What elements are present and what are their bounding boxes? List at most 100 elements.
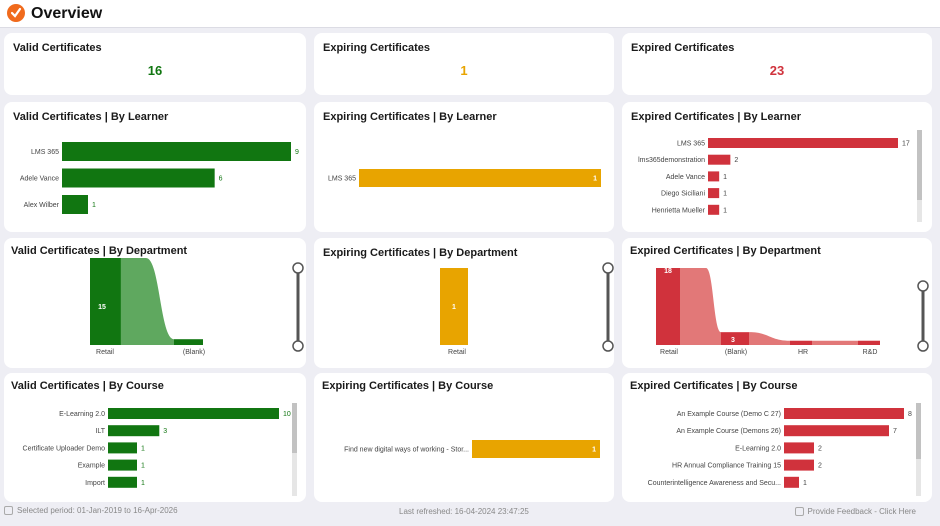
chart-title: Valid Certificates | By Department [11, 245, 188, 257]
category-label-retail: Retail [96, 349, 114, 356]
selected-period: Selected period: 01-Jan-2019 to 16-Apr-2… [4, 506, 178, 515]
range-slider-handle-bottom [602, 340, 614, 352]
scrollbar-thumb [916, 403, 921, 459]
provide-feedback-link[interactable]: Provide Feedback - Click Here [794, 507, 916, 516]
category-label-r-d: R&D [863, 349, 878, 356]
chart-title: Expired Certificates | By Course [630, 380, 798, 392]
expired-learner-chart[interactable]: LMS 365 17 lms365demonstration 2 Adele Vance… [622, 102, 932, 232]
chart-title: Expired Certificates | By Learner [631, 111, 801, 123]
bar-hr-annual-compliance-training-15 [784, 459, 814, 471]
bar-certificate-uploader-demo [108, 442, 137, 454]
page-title: Overview [31, 5, 103, 22]
range-slider-handle-bottom [917, 340, 929, 352]
kpi-valid-card[interactable]: Valid Certificates 16 [4, 33, 306, 95]
data-label-e-learning-2-0: 10 [283, 411, 291, 418]
kpi-expiring-value: 1 [460, 63, 468, 78]
column-retail [440, 268, 468, 345]
category-label-retail: Retail [660, 349, 678, 356]
data-label-lms-365: 9 [295, 149, 299, 156]
feedback-icon [794, 507, 804, 516]
bar-lms-365 [62, 142, 291, 161]
selected-period-text: Selected period: 01-Jan-2019 to 16-Apr-2… [17, 506, 178, 515]
column-blank [174, 339, 203, 345]
category-label-henrietta-mueller: Henrietta Mueller [652, 207, 706, 214]
data-label-import: 1 [141, 480, 145, 487]
bar-find-new-digital-ways-of-working-stor [472, 440, 600, 458]
valid-dept-chart[interactable]: Retail 15 (Blank) [4, 238, 306, 368]
column-blank [721, 332, 749, 345]
kpi-expiring-card[interactable]: Expiring Certificates 1 [314, 33, 614, 95]
data-label-lms365demonstration: 2 [734, 157, 738, 164]
category-label-certificate-uploader-demo: Certificate Uploader Demo [23, 445, 106, 452]
scrollbar-thumb [292, 403, 297, 453]
data-label-adele-vance: 6 [219, 176, 223, 183]
expiring-course-chart[interactable]: Find new digital ways of working - Stor.… [314, 373, 614, 502]
chart-title: Valid Certificates | By Course [11, 380, 164, 392]
bar-ilt [108, 425, 160, 437]
bar-e-learning-2-0 [784, 442, 814, 454]
category-label-example: Example [78, 463, 105, 470]
calendar-icon [4, 506, 13, 515]
data-label-hr-annual-compliance-training-15: 2 [818, 463, 822, 470]
category-label-retail: Retail [448, 349, 466, 356]
kpi-expired-card[interactable]: Expired Certificates 23 [622, 33, 932, 95]
last-refreshed: Last refreshed: 16-04-2024 23:47:25 [399, 507, 529, 516]
scrollbar-thumb [917, 130, 922, 200]
category-label-an-example-course-demons-26: An Example Course (Demons 26) [676, 428, 781, 435]
bar-an-example-course-demo-c-27 [784, 408, 904, 419]
expired-course-chart[interactable]: An Example Course (Demo C 27) 8 An Example… [622, 373, 932, 502]
category-label-alex-wilber: Alex Wilber [24, 202, 60, 209]
category-label-e-learning-2-0: E-Learning 2.0 [59, 411, 105, 418]
chart-title: Expired Certificates | By Department [630, 245, 821, 257]
chart-title: Expiring Certificates | By Course [322, 380, 494, 392]
ribbon-connector [749, 332, 790, 345]
chart-title: Valid Certificates | By Learner [13, 111, 169, 123]
range-slider-handle-top [292, 262, 304, 274]
data-label-alex-wilber: 1 [92, 202, 96, 209]
column-r-d [858, 340, 880, 345]
chart-card-expiring-dept: Expiring Certificates | By Department Re… [314, 238, 614, 368]
bar-lms-365 [359, 169, 601, 187]
category-label-lms-365: LMS 365 [677, 141, 705, 148]
chart-card-valid-dept: Valid Certificates | By Department Retai… [4, 238, 306, 368]
column-highlight-retail [120, 258, 146, 345]
category-label-adele-vance: Adele Vance [666, 174, 705, 181]
data-label-retail: 18 [664, 268, 672, 275]
bar-lms365demonstration [708, 154, 731, 165]
data-label-certificate-uploader-demo: 1 [141, 445, 145, 452]
bar-import [108, 476, 137, 488]
data-label-find-new-digital-ways-of-working-stor: 1 [592, 447, 596, 454]
valid-course-chart[interactable]: E-Learning 2.0 10 ILT 3 Certificate Uploader… [4, 373, 306, 502]
category-label-adele-vance: Adele Vance [20, 176, 59, 183]
range-slider-handle-bottom [292, 340, 304, 352]
data-label-diego-siciliani: 1 [723, 191, 727, 198]
range-slider-handle-top [602, 262, 614, 274]
data-label-an-example-course-demons-26: 7 [893, 428, 897, 435]
bar-henrietta-mueller [708, 204, 720, 215]
category-label-diego-siciliani: Diego Siciliani [661, 191, 705, 198]
data-label-henrietta-mueller: 1 [723, 207, 727, 214]
chart-card-valid-learner: Valid Certificates | By Learner LMS 365 9… [4, 102, 306, 232]
category-label-hr-annual-compliance-training-15: HR Annual Compliance Training 15 [672, 463, 781, 470]
data-label-retail: 1 [452, 304, 456, 311]
bar-adele-vance [708, 171, 720, 182]
expiring-dept-chart[interactable]: Retail 1 [314, 238, 614, 368]
category-label-lms-365: LMS 365 [328, 176, 356, 183]
range-slider-handle-top [917, 280, 929, 292]
valid-learner-chart[interactable]: LMS 365 9 Adele Vance 6 Alex Wilber 1 [4, 102, 306, 232]
category-label-e-learning-2-0: E-Learning 2.0 [735, 445, 781, 452]
data-label-example: 1 [141, 463, 145, 470]
bar-diego-siciliani [708, 188, 720, 199]
expired-dept-chart[interactable]: Retail 18 (Blank) 3 HR R&D [622, 238, 932, 368]
data-label-adele-vance: 1 [723, 174, 727, 181]
chart-card-expired-learner: Expired Certificates | By Learner LMS 36… [622, 102, 932, 232]
data-label-retail: 15 [98, 304, 106, 311]
category-label-lms365demonstration: lms365demonstration [638, 157, 705, 164]
bar-counterintelligence-awareness-and-secu [784, 476, 799, 488]
kpi-valid-title: Valid Certificates [13, 42, 102, 54]
chart-card-expired-dept: Expired Certificates | By Department Ret… [622, 238, 932, 368]
expiring-learner-chart[interactable]: LMS 365 1 [314, 102, 614, 232]
chart-title: Expiring Certificates | By Department [323, 247, 518, 259]
chart-card-expired-course: Expired Certificates | By Course An Exam… [622, 373, 932, 502]
data-label-ilt: 3 [163, 428, 167, 435]
